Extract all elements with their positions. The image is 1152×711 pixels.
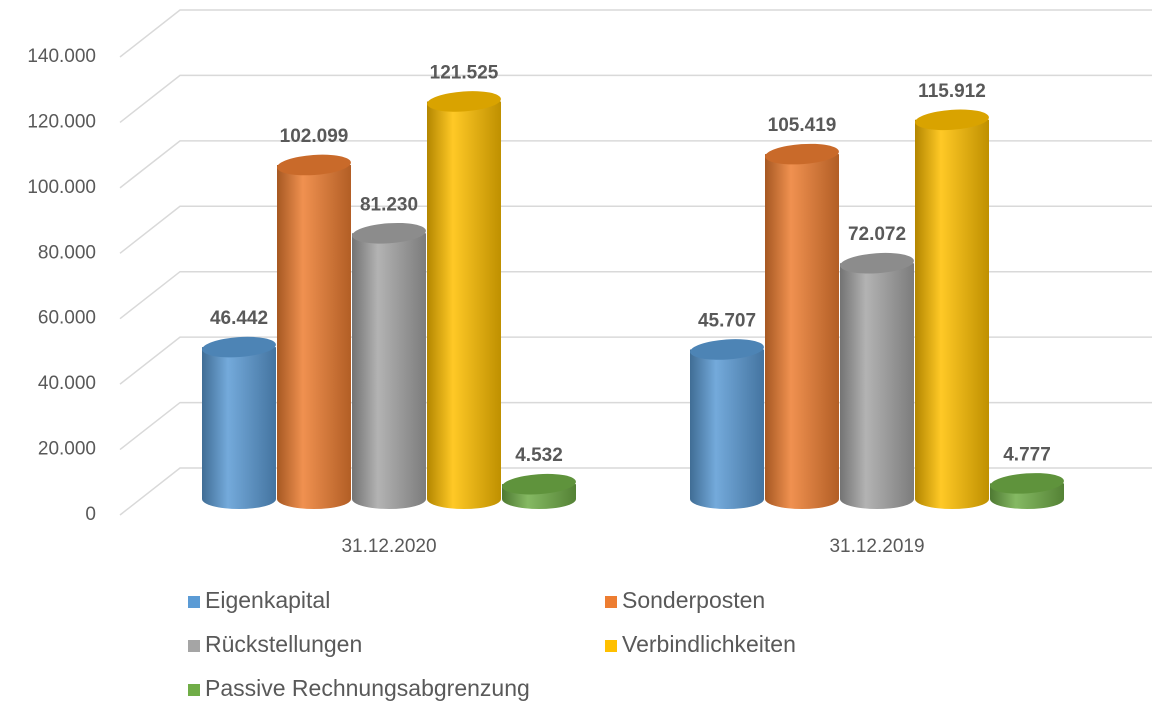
data-label: 102.099 xyxy=(280,126,349,147)
data-label: 81.230 xyxy=(360,194,418,215)
bar xyxy=(502,473,576,509)
data-label: 115.912 xyxy=(918,81,986,102)
bar xyxy=(427,91,501,510)
legend-swatch xyxy=(605,596,617,608)
bar-body xyxy=(915,119,989,509)
bar xyxy=(690,339,764,509)
bar-top xyxy=(690,339,764,360)
bar xyxy=(202,336,276,509)
legend-label: Verbindlichkeiten xyxy=(622,631,796,657)
legend-swatch xyxy=(605,640,617,652)
bar-body xyxy=(840,263,914,509)
data-label: 121.525 xyxy=(430,62,499,83)
legend-swatch xyxy=(188,596,200,608)
bar-top xyxy=(765,143,839,165)
bar-top xyxy=(352,222,426,244)
x-tick-label: 31.12.2020 xyxy=(341,536,436,557)
bar-body xyxy=(690,349,764,509)
grid-line xyxy=(119,270,1152,320)
x-tick-label: 31.12.2019 xyxy=(829,536,924,557)
bar xyxy=(352,222,426,510)
y-tick-label: 40.000 xyxy=(38,373,96,394)
bar xyxy=(840,252,914,509)
bar-body xyxy=(352,233,426,510)
data-label: 105.419 xyxy=(768,115,837,136)
bar-top xyxy=(915,109,989,131)
bar-top xyxy=(840,252,914,274)
y-tick-label: 120.000 xyxy=(27,111,96,132)
bar-top xyxy=(990,473,1064,494)
y-tick-label: 80.000 xyxy=(38,242,96,263)
bar xyxy=(765,143,839,509)
y-tick-label: 60.000 xyxy=(38,308,96,329)
legend-swatch xyxy=(188,684,200,696)
data-label: 72.072 xyxy=(848,224,906,245)
y-tick-label: 0 xyxy=(85,504,96,525)
bar xyxy=(277,154,351,509)
legend-label: Sonderposten xyxy=(622,587,765,613)
data-label: 4.777 xyxy=(1003,444,1051,465)
data-label: 46.442 xyxy=(210,308,268,329)
bar-body xyxy=(277,164,351,509)
grid-line xyxy=(119,9,1152,58)
bar-top xyxy=(502,473,576,495)
legend-label: Eigenkapital xyxy=(205,587,330,613)
bar-top xyxy=(277,154,351,176)
bar xyxy=(990,473,1064,509)
y-tick-label: 140.000 xyxy=(27,46,96,67)
y-tick-label: 20.000 xyxy=(38,439,96,460)
legend-swatch xyxy=(188,640,200,652)
bar xyxy=(915,109,989,509)
data-label: 4.532 xyxy=(515,445,563,466)
y-tick-label: 100.000 xyxy=(27,177,96,198)
legend-label: Rückstellungen xyxy=(205,631,362,657)
grid-line xyxy=(119,205,1152,254)
grid-line xyxy=(119,140,1152,189)
bar-body xyxy=(427,101,501,510)
bar-body xyxy=(202,347,276,509)
grid-line xyxy=(119,74,1152,124)
bar-top xyxy=(427,91,501,112)
bar-body xyxy=(765,154,839,509)
legend-label: Passive Rechnungsabgrenzung xyxy=(205,675,530,701)
data-label: 45.707 xyxy=(698,310,756,331)
bar-top xyxy=(202,336,276,358)
